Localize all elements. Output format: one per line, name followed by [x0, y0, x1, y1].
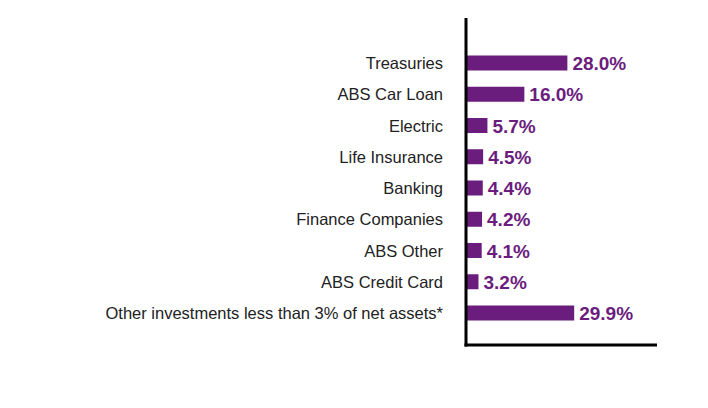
category-label: ABS Car Loan	[338, 85, 443, 103]
chart: Treasuries ABS Car Loan Electric Life Insur…	[0, 0, 708, 408]
category-label: Electric	[389, 117, 443, 135]
bar	[467, 149, 483, 164]
category-label: Life Insurance	[339, 148, 443, 166]
data-label: 5.7%	[492, 116, 535, 137]
bar	[467, 274, 478, 289]
data-label: 16.0%	[529, 84, 583, 105]
data-label: 3.2%	[483, 272, 526, 293]
data-label: 29.9%	[579, 303, 633, 324]
bar	[467, 243, 482, 258]
category-label: Treasuries	[366, 54, 443, 72]
data-label: 28.0%	[572, 53, 626, 74]
bar	[467, 118, 487, 133]
category-label: ABS Credit Card	[321, 273, 443, 291]
bar	[467, 87, 524, 102]
bar	[467, 181, 483, 196]
data-label: 4.2%	[487, 209, 530, 230]
category-label: ABS Other	[364, 242, 443, 260]
category-label: Finance Companies	[296, 210, 443, 228]
value-axis	[465, 344, 658, 347]
bar	[467, 56, 567, 71]
chart-container: Treasuries ABS Car Loan Electric Life Insur…	[0, 0, 708, 408]
category-axis	[465, 18, 468, 347]
data-label: 4.5%	[488, 147, 531, 168]
bar	[467, 306, 574, 321]
data-label: 4.4%	[488, 178, 531, 199]
data-label: 4.1%	[487, 241, 530, 262]
category-label: Banking	[383, 179, 443, 197]
bar	[467, 212, 482, 227]
category-label: Other investments less than 3% of net as…	[105, 304, 443, 322]
